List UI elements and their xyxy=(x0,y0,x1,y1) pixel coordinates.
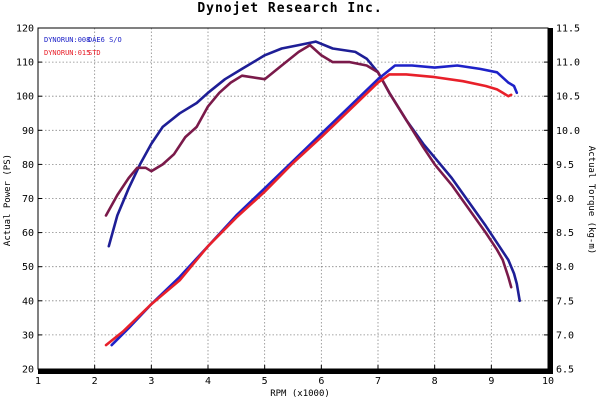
x-tick-label: 7 xyxy=(375,376,381,387)
y-left-tick-label: 120 xyxy=(16,24,34,35)
x-tick-label: 8 xyxy=(432,376,438,387)
x-tick-label: 3 xyxy=(148,376,154,387)
y-left-tick-label: 20 xyxy=(22,365,34,376)
y-right-tick-label: 11.5 xyxy=(556,24,580,35)
y-left-tick-label: 40 xyxy=(22,296,34,307)
series xyxy=(104,40,522,347)
y-right-tick-label: 7.5 xyxy=(556,296,574,307)
y-right-tick-label: 11.0 xyxy=(556,58,580,69)
x-tick-label: 2 xyxy=(92,376,98,387)
y-left-tick-label: 70 xyxy=(22,194,34,205)
y-right-tick-label: 9.5 xyxy=(556,160,574,171)
y-right-tick-label: 7.0 xyxy=(556,330,574,341)
y-left-tick-label: 30 xyxy=(22,330,34,341)
legend-run-label: DYNORUN:015 xyxy=(44,49,90,57)
right-axis-bar xyxy=(548,28,553,374)
x-tick-label: 4 xyxy=(205,376,211,387)
legend-condition-label: DAE6 S/O xyxy=(88,36,122,44)
x-tick-label: 1 xyxy=(35,376,41,387)
x-axis-label: RPM (x1000) xyxy=(270,389,330,399)
y-right-tick-label: 10.0 xyxy=(556,126,580,137)
x-axis-bar xyxy=(38,369,548,374)
y-right-tick-label: 9.0 xyxy=(556,194,574,205)
y-right-tick-label: 10.5 xyxy=(556,92,580,103)
y-left-tick-label: 50 xyxy=(22,262,34,273)
y-axis-label-left: Actual Power (PS) xyxy=(3,154,13,246)
x-tick-label: 10 xyxy=(542,376,554,387)
y-left-tick-label: 100 xyxy=(16,92,34,103)
y-right-tick-label: 8.5 xyxy=(556,228,574,239)
x-tick-label: 9 xyxy=(488,376,494,387)
y-left-tick-label: 60 xyxy=(22,228,34,239)
chart-title: Dynojet Research Inc. xyxy=(197,1,382,16)
ticks: 1 2 3 4 5 6 7 8 9 10 20 30 40 50 60 70 80 90 100 110 120 6.5 7… xyxy=(16,24,580,388)
y-left-tick-label: 80 xyxy=(22,160,34,171)
y-left-tick-label: 90 xyxy=(22,126,34,137)
series-line-4 xyxy=(104,73,513,347)
series-line-1 xyxy=(107,40,522,303)
y-axis-label-right: Actual Torque (kg-m) xyxy=(586,146,596,254)
y-right-tick-label: 8.0 xyxy=(556,262,574,273)
legend-condition-label: STD xyxy=(88,49,101,57)
series-line-2 xyxy=(104,43,513,289)
x-tick-label: 6 xyxy=(318,376,324,387)
y-left-tick-label: 110 xyxy=(16,58,34,69)
legend-run-label: DYNORUN:008 xyxy=(44,36,90,44)
y-right-tick-label: 6.5 xyxy=(556,365,574,376)
x-tick-label: 5 xyxy=(262,376,268,387)
series-line-3 xyxy=(110,64,519,347)
